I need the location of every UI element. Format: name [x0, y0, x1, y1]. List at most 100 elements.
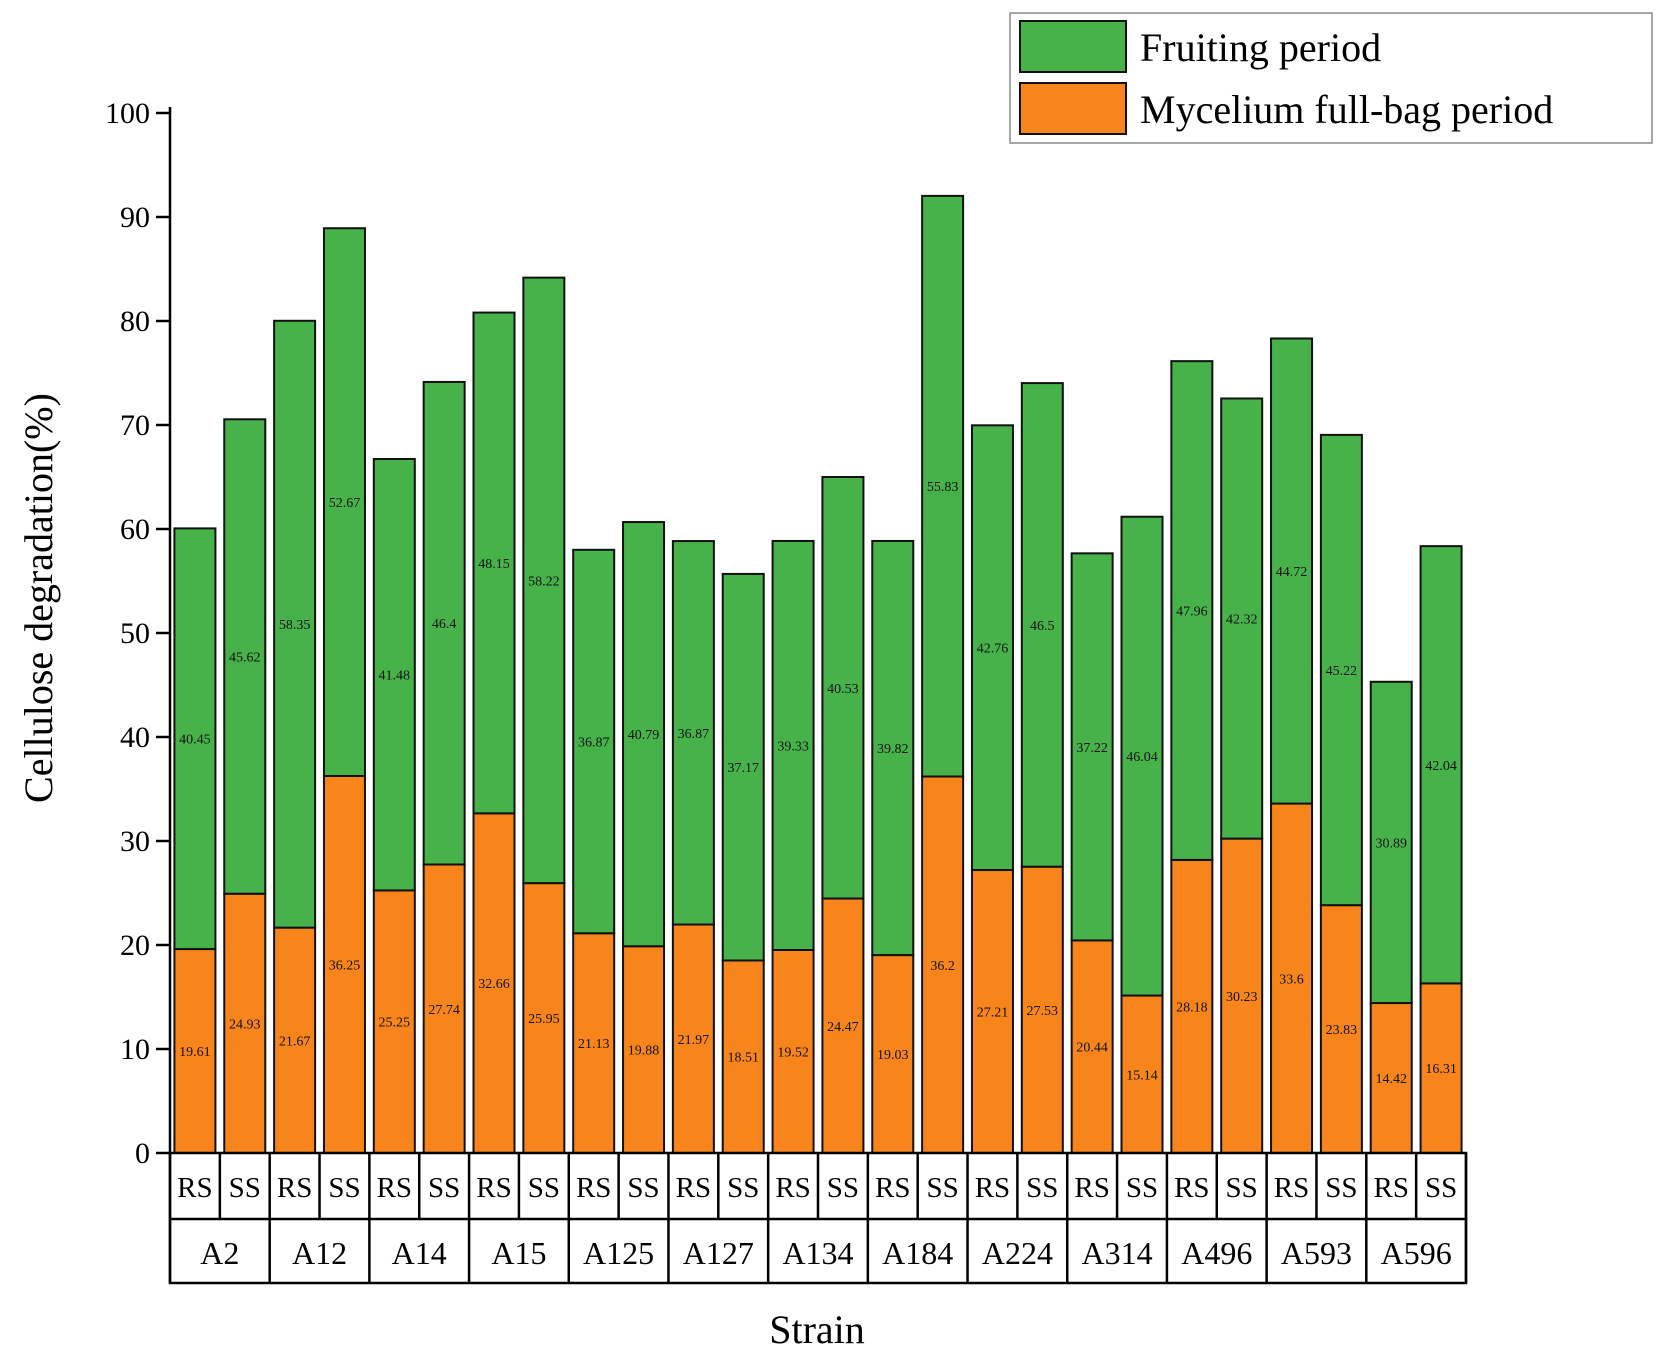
y-tick-label-3: 30	[120, 825, 150, 858]
data-label-fruiting-5: 46.4	[432, 617, 457, 632]
bar-fruiting-11	[721, 572, 765, 962]
data-label-fruiting-4: 41.48	[379, 669, 411, 684]
data-label-mycelium-21: 30.23	[1226, 990, 1258, 1005]
y-tick-label-2: 20	[120, 929, 150, 962]
bar-fruiting-24	[1369, 680, 1413, 1005]
x-sub-label-10: RS	[676, 1172, 711, 1204]
data-label-fruiting-22: 44.72	[1276, 565, 1308, 580]
x-group-label-10: A496	[1181, 1235, 1252, 1271]
y-tick-label-7: 70	[120, 409, 150, 442]
data-label-mycelium-14: 19.03	[877, 1048, 909, 1063]
x-group-label-2: A14	[392, 1235, 447, 1271]
x-sub-label-19: SS	[1126, 1172, 1158, 1204]
x-sub-label-3: SS	[328, 1172, 360, 1204]
legend-label-mycelium: Mycelium full-bag period	[1140, 87, 1553, 132]
bar-fruiting-2	[273, 319, 317, 929]
bar-fruiting-3	[322, 227, 366, 777]
x-group-label-0: A2	[200, 1235, 239, 1271]
data-label-mycelium-5: 27.74	[428, 1003, 460, 1018]
x-group-label-3: A15	[491, 1235, 546, 1271]
data-label-fruiting-17: 46.5	[1030, 619, 1055, 634]
data-label-fruiting-16: 42.76	[977, 642, 1009, 657]
data-label-mycelium-10: 21.97	[678, 1033, 710, 1048]
bar-fruiting-13	[821, 476, 865, 900]
bar-fruiting-6	[472, 311, 516, 815]
data-label-mycelium-1: 24.93	[229, 1017, 261, 1032]
x-sub-label-0: RS	[177, 1172, 212, 1204]
x-sub-label-23: SS	[1325, 1172, 1357, 1204]
x-sub-label-21: SS	[1226, 1172, 1258, 1204]
data-label-fruiting-10: 36.87	[678, 727, 710, 742]
data-label-mycelium-3: 36.25	[329, 959, 361, 974]
data-label-fruiting-12: 39.33	[777, 739, 809, 754]
x-sub-label-16: RS	[975, 1172, 1010, 1204]
bar-fruiting-18	[1070, 552, 1114, 942]
data-label-mycelium-23: 23.83	[1326, 1023, 1358, 1038]
x-sub-label-11: SS	[727, 1172, 759, 1204]
y-tick-label-9: 90	[120, 201, 150, 234]
bar-mycelium-8	[572, 932, 616, 1154]
bar-fruiting-7	[522, 276, 566, 885]
bar-fruiting-20	[1170, 360, 1214, 861]
data-label-fruiting-2: 58.35	[279, 618, 311, 633]
bar-fruiting-4	[372, 458, 416, 892]
data-label-mycelium-0: 19.61	[179, 1045, 211, 1060]
data-label-mycelium-7: 25.95	[528, 1012, 560, 1027]
bar-fruiting-23	[1319, 433, 1363, 907]
data-label-fruiting-7: 58.22	[528, 574, 560, 589]
x-group-label-1: A12	[292, 1235, 347, 1271]
data-label-fruiting-3: 52.67	[329, 496, 361, 511]
data-label-fruiting-1: 45.62	[229, 651, 261, 666]
x-sub-label-14: RS	[875, 1172, 910, 1204]
data-label-mycelium-24: 14.42	[1375, 1072, 1407, 1087]
x-group-label-4: A125	[583, 1235, 654, 1271]
y-tick-label-4: 40	[120, 721, 150, 754]
legend-swatch-mycelium	[1019, 82, 1127, 135]
data-label-fruiting-13: 40.53	[827, 682, 859, 697]
y-axis-title: Cellulose degradation(%)	[16, 393, 61, 803]
y-tick-label-5: 50	[120, 617, 150, 650]
bar-mycelium-23	[1319, 904, 1363, 1155]
x-sub-label-15: SS	[926, 1172, 958, 1204]
bar-mycelium-22	[1270, 802, 1314, 1154]
bar-fruiting-0	[173, 527, 217, 951]
bar-mycelium-14	[871, 954, 915, 1155]
y-tick-label-1: 10	[120, 1033, 150, 1066]
data-label-fruiting-23: 45.22	[1326, 664, 1358, 679]
bars-layer: 19.61 40.45 24.93 45.62 21.67 58.35 36.25 52.67…	[173, 194, 1463, 1155]
data-label-fruiting-8: 36.87	[578, 736, 610, 751]
data-label-mycelium-16: 27.21	[977, 1006, 1009, 1021]
data-label-fruiting-11: 37.17	[727, 761, 759, 776]
data-label-fruiting-0: 40.45	[179, 733, 211, 748]
bar-fruiting-15	[921, 194, 965, 778]
x-group-label-8: A224	[982, 1235, 1053, 1271]
x-sub-label-7: SS	[528, 1172, 560, 1204]
data-label-fruiting-6: 48.15	[478, 557, 510, 572]
bar-fruiting-1	[223, 418, 267, 895]
x-sub-label-22: RS	[1274, 1172, 1309, 1204]
x-sub-label-13: SS	[827, 1172, 859, 1204]
data-label-mycelium-18: 20.44	[1076, 1041, 1108, 1056]
x-group-label-9: A314	[1082, 1235, 1153, 1271]
x-sub-label-8: RS	[576, 1172, 611, 1204]
x-sub-label-18: RS	[1074, 1172, 1109, 1204]
bar-fruiting-22	[1270, 337, 1314, 805]
x-sub-label-1: SS	[229, 1172, 261, 1204]
bar-fruiting-10	[671, 540, 715, 926]
bar-mycelium-5	[422, 863, 466, 1155]
bar-fruiting-8	[572, 548, 616, 935]
x-group-label-7: A184	[882, 1235, 953, 1271]
bar-fruiting-16	[970, 424, 1014, 872]
bar-mycelium-13	[821, 897, 865, 1155]
legend-label-fruiting: Fruiting period	[1140, 25, 1381, 70]
bar-mycelium-0	[173, 948, 217, 1155]
data-label-fruiting-18: 37.22	[1076, 741, 1108, 756]
legend-swatch-fruiting	[1019, 20, 1127, 73]
x-sub-label-6: RS	[476, 1172, 511, 1204]
y-tick-label-6: 60	[120, 513, 150, 546]
y-tick-label-8: 80	[120, 305, 150, 338]
data-label-fruiting-21: 42.32	[1226, 613, 1258, 628]
data-label-mycelium-12: 19.52	[777, 1045, 809, 1060]
x-sub-label-9: SS	[627, 1172, 659, 1204]
data-label-mycelium-19: 15.14	[1126, 1068, 1158, 1083]
